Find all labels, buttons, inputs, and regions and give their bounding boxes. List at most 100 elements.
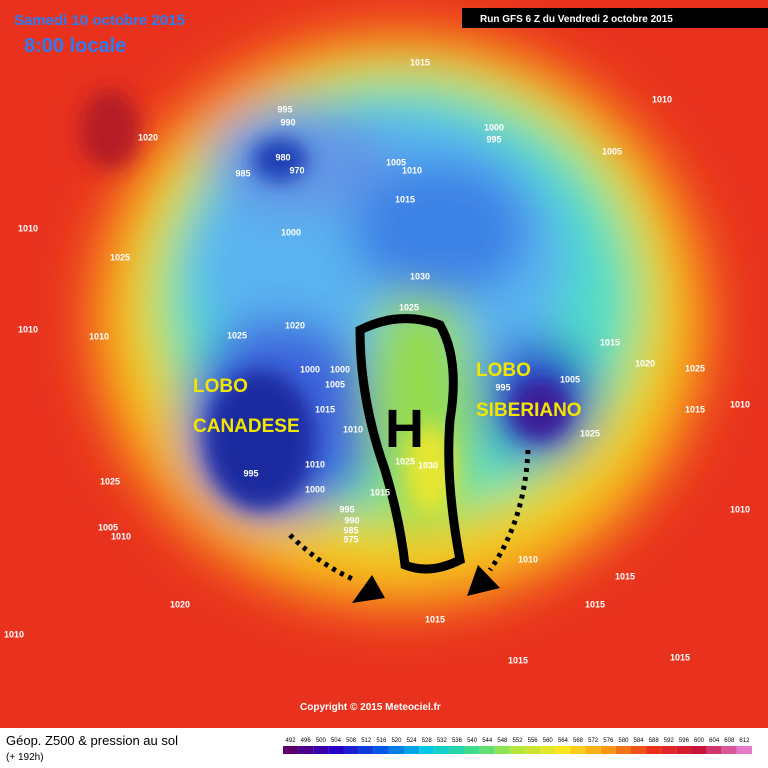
arrow-line <box>487 449 531 572</box>
colorbar-label: 608 <box>724 738 735 744</box>
colorbar-cell <box>691 746 707 754</box>
isobar-label: 1025 <box>685 363 705 373</box>
colorbar-cell <box>646 746 662 754</box>
high-label: H <box>385 399 424 459</box>
annotation: LOBO <box>476 360 531 381</box>
isobar-label: 995 <box>243 468 258 478</box>
colorbar-cell <box>434 746 450 754</box>
colorbar-label: 540 <box>467 738 478 744</box>
isobar-label: 1015 <box>425 614 445 624</box>
isobar-label: 1020 <box>170 599 190 609</box>
colorbar-label: 516 <box>376 738 387 744</box>
colorbar-label: 600 <box>694 738 705 744</box>
colorbar-label: 492 <box>286 738 297 744</box>
colorbar-cell <box>600 746 616 754</box>
colorbar-label: 548 <box>497 738 508 744</box>
colorbar-label: 504 <box>331 738 342 744</box>
colorbar-label: 532 <box>437 738 448 744</box>
colorbar-cell <box>449 746 465 754</box>
isobar-label: 1000 <box>305 484 325 494</box>
colorbar-cell <box>676 746 692 754</box>
colorbar-label: 580 <box>618 738 629 744</box>
annotations-drawing <box>288 314 531 583</box>
isobar-label: 1015 <box>670 652 690 662</box>
date: Samedi 10 octobre 2015 <box>14 12 185 29</box>
colorbar-label: 556 <box>528 738 539 744</box>
colorbar-cell <box>283 746 299 754</box>
legend-subtitle: (+ 192h) <box>6 752 44 763</box>
colorbar-cell <box>721 746 737 754</box>
isobar-label: 985 <box>343 525 358 535</box>
isobar-label: 1010 <box>730 399 750 409</box>
isobar-label: 1010 <box>518 554 538 564</box>
colorbar-label: 612 <box>739 738 750 744</box>
annotation: CANADESE <box>193 416 300 437</box>
isobar-label: 985 <box>235 168 250 178</box>
isobar-label: 1010 <box>4 629 24 639</box>
isobar-label: 1015 <box>600 337 620 347</box>
colorbar-cell <box>615 746 631 754</box>
arrow-head <box>352 575 385 603</box>
colorbar-label: 512 <box>361 738 372 744</box>
isobar-label: 1015 <box>410 57 430 67</box>
isobar-label: 1000 <box>300 364 320 374</box>
colorbar-cell <box>494 746 510 754</box>
colorbar-label: 508 <box>346 738 357 744</box>
colorbar-label: 500 <box>316 738 327 744</box>
field <box>0 0 768 728</box>
colorbar-label: 576 <box>603 738 614 744</box>
isobar-label: 1015 <box>395 194 415 204</box>
isobar-label: 1010 <box>402 165 422 175</box>
colorbar-cell <box>630 746 647 754</box>
isobar-label: 975 <box>343 534 358 544</box>
isobar-label: 995 <box>486 134 501 144</box>
colorbar-label: 524 <box>407 738 418 744</box>
colorbar-label: 596 <box>679 738 690 744</box>
isobar-label: 1010 <box>18 324 38 334</box>
colorbar-cell <box>555 746 571 754</box>
colorbar-cell <box>736 746 752 754</box>
colorbar-label: 588 <box>649 738 660 744</box>
isobar-label: 1015 <box>370 487 390 497</box>
colorbar-cell <box>373 746 389 754</box>
isobar-label: 1010 <box>111 531 131 541</box>
isobar-label: 1015 <box>315 404 335 414</box>
isobar-label: 990 <box>280 117 295 127</box>
isobar-label: 1010 <box>18 223 38 233</box>
arrow-line <box>288 533 356 583</box>
isobar-label: 1010 <box>652 94 672 104</box>
isobar-label: 1030 <box>410 271 430 281</box>
isobar-label: 1025 <box>100 476 120 486</box>
time: 8:00 locale <box>24 35 126 57</box>
run: Run GFS 6 Z du Vendredi 2 octobre 2015 <box>480 14 673 25</box>
colorbar-cell <box>509 746 526 754</box>
colorbar-cell <box>404 746 420 754</box>
colorbar-cell <box>358 746 374 754</box>
isobar-label: 1015 <box>508 655 528 665</box>
colorbar: 492 496 500 504 508 512 516 520 524 528 532 536 540 5… <box>283 738 752 754</box>
isobar-label: 970 <box>289 165 304 175</box>
isobar-label: 1020 <box>138 132 158 142</box>
isobar-label: 1030 <box>418 460 438 470</box>
isobar-label: 1025 <box>110 252 130 262</box>
annotation: LOBO <box>193 376 248 397</box>
colorbar-label: 584 <box>634 738 645 744</box>
colorbar-label: 560 <box>543 738 554 744</box>
annotation: SIBERIANO <box>476 400 582 421</box>
isobar-label: 1000 <box>281 227 301 237</box>
colorbar-cell <box>388 746 405 754</box>
colorbar-cell <box>540 746 556 754</box>
isobar-label: 1025 <box>395 456 415 466</box>
isobar-label: 990 <box>344 515 359 525</box>
colorbar-label: 496 <box>301 738 312 744</box>
isobar-label: 1005 <box>98 522 118 532</box>
isobar-label: 1020 <box>285 320 305 330</box>
colorbar-cell <box>419 746 435 754</box>
colorbar-label: 544 <box>482 738 493 744</box>
isobar-label: 1010 <box>89 331 109 341</box>
isobar-label: 1000 <box>484 122 504 132</box>
colorbar-cell <box>464 746 480 754</box>
colorbar-cell <box>585 746 601 754</box>
isobar-label: 1005 <box>560 374 580 384</box>
